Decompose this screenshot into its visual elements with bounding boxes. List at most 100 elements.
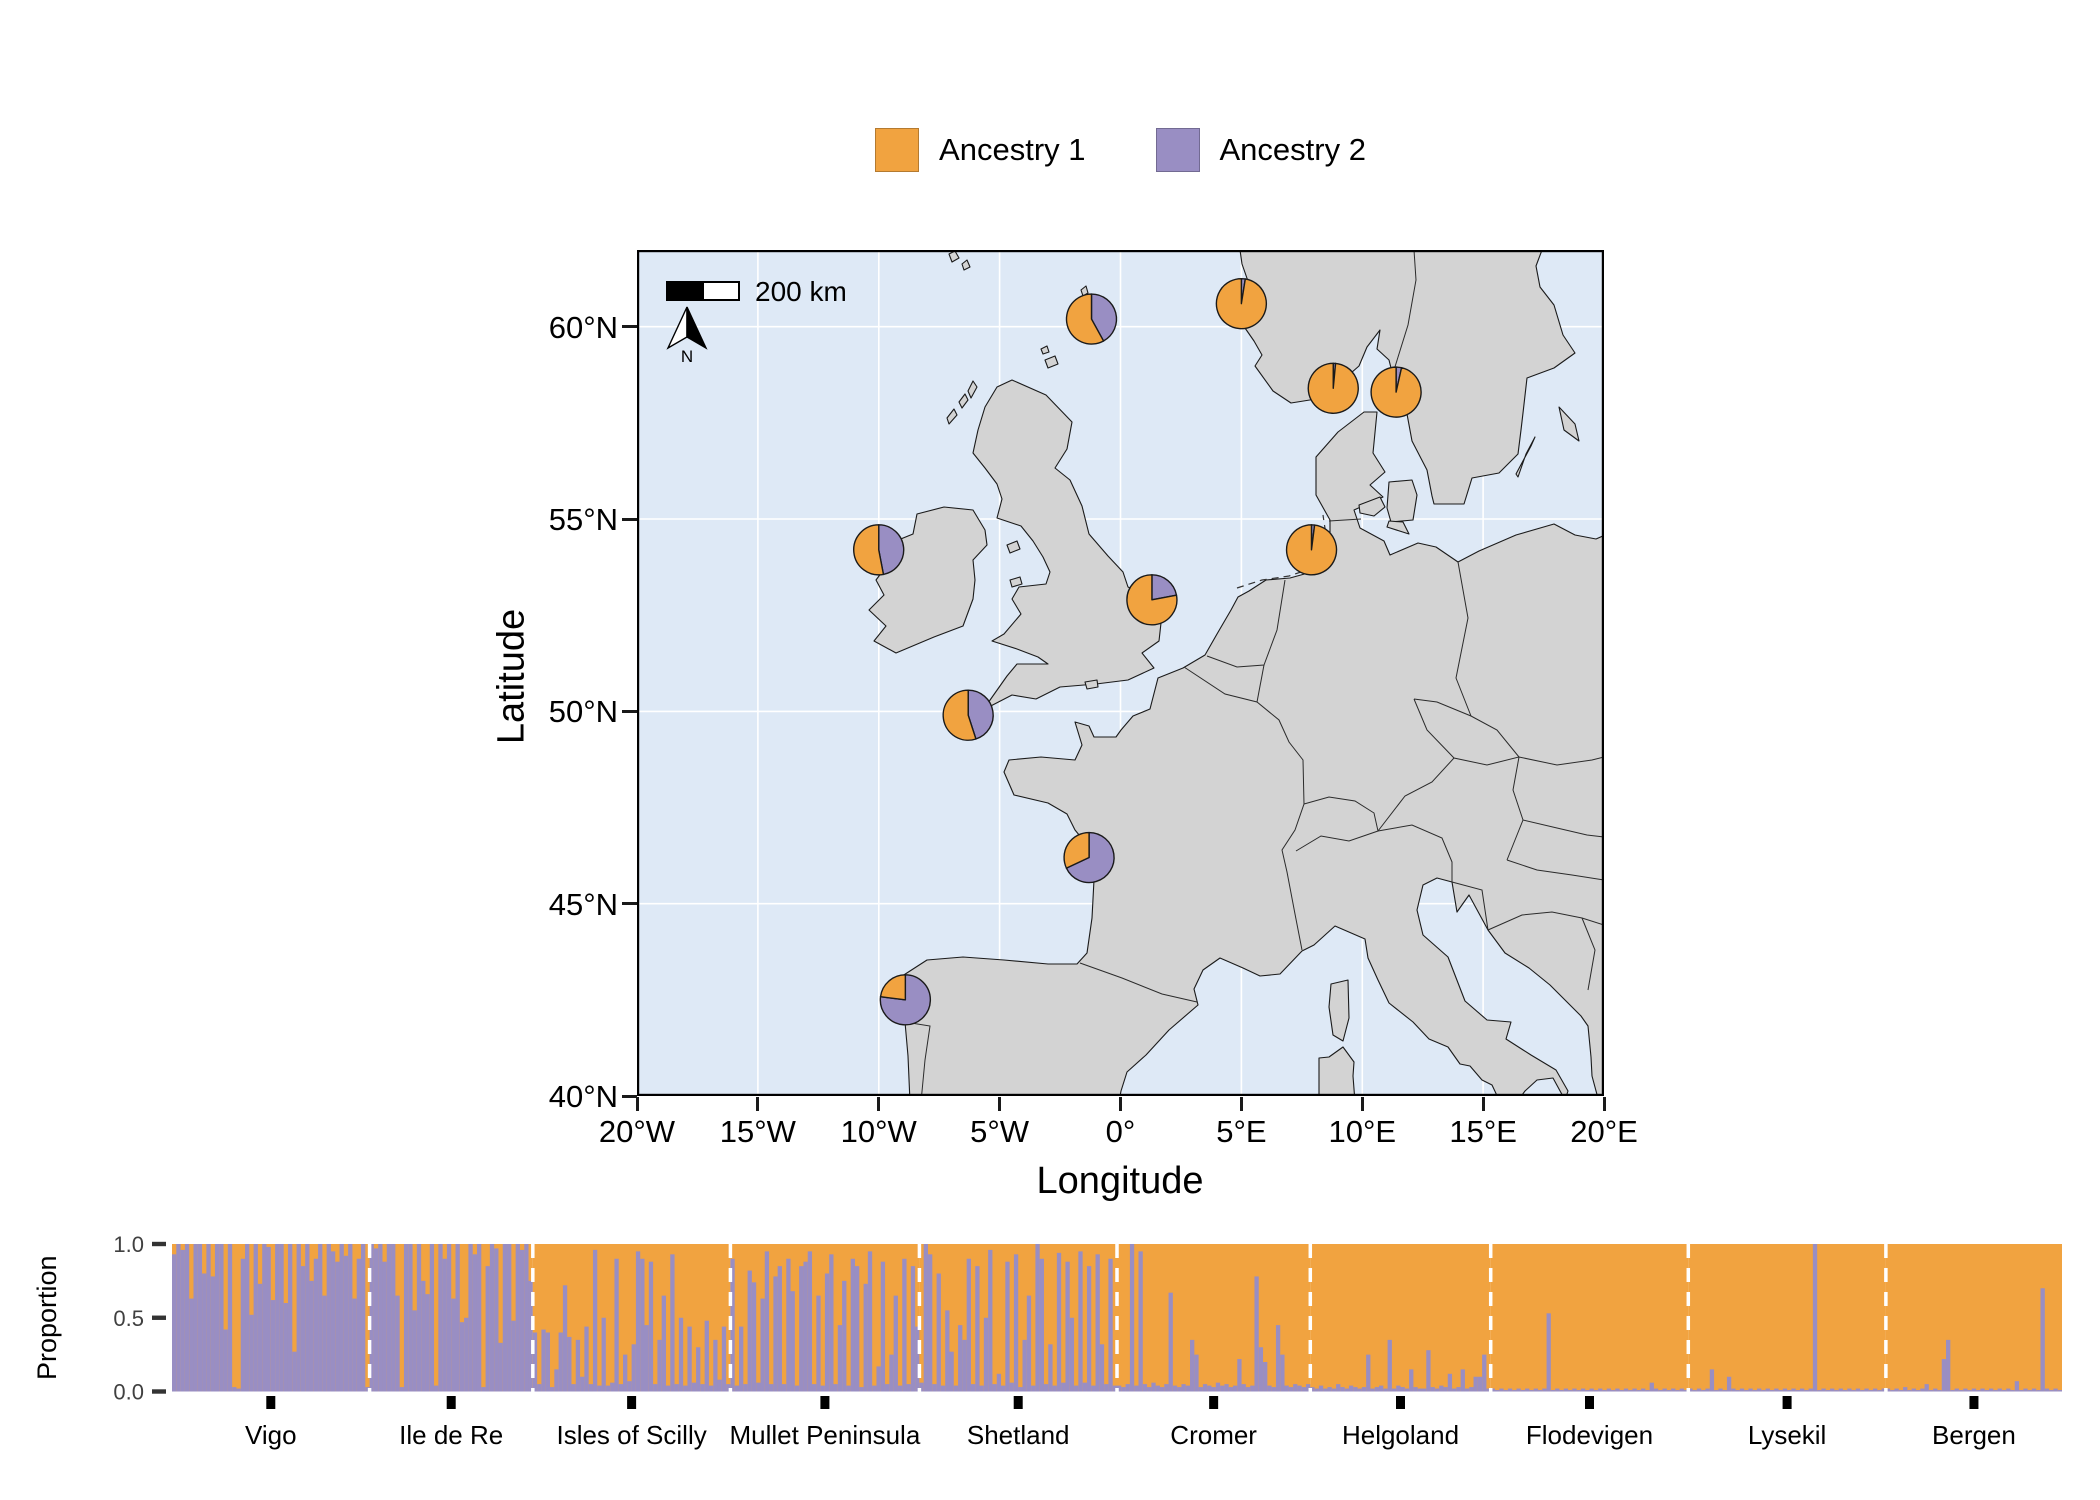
ancestry2-bar (1456, 1387, 1461, 1392)
north-arrow-icon (666, 306, 708, 350)
ancestry2-bar (1263, 1362, 1268, 1392)
ancestry2-bar (1602, 1390, 1607, 1392)
y-tick-label: 60°N (548, 309, 618, 345)
ancestry2-bar (988, 1249, 993, 1392)
ancestry2-bar (1271, 1387, 1276, 1392)
ancestry2-bar (1396, 1385, 1401, 1392)
ancestry2-bar (1714, 1390, 1719, 1392)
ancestry2-bar (541, 1329, 546, 1392)
ancestry2-bar (232, 1387, 237, 1392)
ancestry2-bar (476, 1244, 482, 1392)
ancestry2-bar (1439, 1385, 1444, 1392)
ancestry2-bar (644, 1325, 649, 1392)
ancestry2-bar (1340, 1387, 1345, 1392)
ancestry2-bar (2006, 1388, 2011, 1392)
ancestry2-bar (266, 1246, 271, 1392)
ancestry2-bar (854, 1266, 860, 1392)
ancestry2-bar (236, 1388, 241, 1392)
ancestry2-bar (554, 1369, 559, 1392)
ancestry2-bar (1864, 1388, 1869, 1392)
ancestry2-bar (1452, 1388, 1457, 1392)
ancestry2-bar (1275, 1325, 1281, 1392)
ancestry2-bar (975, 1266, 980, 1392)
x-tick (1602, 1097, 1606, 1111)
ancestry2-bar (743, 1384, 748, 1392)
ancestry2-bar (850, 1258, 855, 1392)
y-tick-label: 50°N (548, 694, 618, 730)
ancestry2-bar (812, 1384, 817, 1392)
ancestry2-bar (1941, 1359, 1947, 1392)
ancestry2-bar (507, 1244, 512, 1392)
ancestry2-bar (172, 1254, 177, 1392)
x-tick-label: 5°W (970, 1114, 1030, 1149)
ancestry2-bar (1503, 1390, 1508, 1392)
group-label-lysekil: Lysekil (1748, 1420, 1827, 1450)
ancestry2-bar (876, 1366, 881, 1392)
group-tick (1396, 1396, 1405, 1409)
ancestry2-bar (403, 1244, 409, 1392)
ancestry2-bar (1069, 1317, 1075, 1392)
ancestry2-bar (1842, 1390, 1848, 1392)
ancestry2-bar (322, 1295, 327, 1392)
ancestry2-bar (1082, 1382, 1087, 1392)
isle-of-wight (1084, 679, 1099, 690)
structure-ylabel: Proportion (32, 1255, 62, 1380)
ancestry2-bar (928, 1254, 933, 1392)
proportion-tick (152, 1315, 166, 1320)
ancestry2-bar (777, 1266, 782, 1392)
ancestry2-bar (730, 1258, 735, 1392)
ancestry2-bar (1735, 1390, 1740, 1392)
ancestry2-bar (292, 1351, 297, 1392)
ancestry2-bar (799, 1266, 804, 1392)
ancestry2-bar (1615, 1388, 1620, 1392)
ancestry2-bar (567, 1336, 572, 1392)
ancestry2-bar (1108, 1258, 1113, 1392)
ancestry2-bar (704, 1320, 709, 1392)
ancestry2-bar (1009, 1382, 1014, 1392)
ancestry2-bar (1610, 1390, 1616, 1392)
ancestry2-bar (640, 1258, 645, 1392)
ancestry2-bar (592, 1249, 598, 1392)
ancestry2-bar (1679, 1388, 1684, 1392)
pie-shetland (1065, 293, 1118, 345)
orkney (1040, 345, 1059, 369)
ancestry2-bar (1323, 1388, 1328, 1392)
ancestry2-bar (2001, 1390, 2007, 1392)
ancestry2-bar (515, 1244, 520, 1392)
sardinia (1318, 1046, 1356, 1096)
ancestry2-bar (764, 1251, 770, 1392)
ancestry2-bar (1821, 1388, 1826, 1392)
ancestry2-bar (1542, 1388, 1547, 1392)
ancestry2-bar (1391, 1388, 1397, 1392)
ancestry2-bar (472, 1254, 477, 1392)
ancestry2-bar (1168, 1292, 1173, 1392)
ancestry2-bar (1907, 1390, 1912, 1392)
ancestry2-bar (1787, 1390, 1792, 1392)
pie-mullet-peninsula (853, 524, 905, 576)
ancestry2-bar (498, 1342, 503, 1392)
ancestry2-bar (369, 1244, 374, 1392)
ancestry2-bar (691, 1382, 697, 1392)
ancestry2-bar (1104, 1384, 1109, 1392)
ancestry2-bar (468, 1244, 473, 1392)
ancestry2-bar (940, 1385, 946, 1392)
ancestry2-bar (361, 1244, 366, 1392)
ancestry2-bar (524, 1244, 529, 1392)
ancestry2-bar (481, 1387, 486, 1392)
ancestry2-bar (305, 1244, 310, 1392)
ancestry2-bar (2014, 1381, 2020, 1392)
ancestry2-bar (1383, 1388, 1388, 1392)
ancestry2-bar (1327, 1387, 1332, 1392)
ancestry2-bar (958, 1325, 963, 1392)
ancestry2-bar (395, 1295, 400, 1392)
ancestry2-bar (1705, 1388, 1710, 1392)
ancestry2-bar (1593, 1390, 1599, 1392)
y-tick-label: 40°N (548, 1079, 618, 1114)
ancestry2-bar (1924, 1384, 1929, 1392)
ancestry2-bar (1018, 1387, 1023, 1392)
ancestry2-bar (300, 1266, 306, 1392)
ancestry2-bar (335, 1261, 340, 1392)
ancestry2-bar (365, 1387, 370, 1392)
group-tick (627, 1396, 637, 1409)
ancestry2-bar (1318, 1385, 1324, 1392)
